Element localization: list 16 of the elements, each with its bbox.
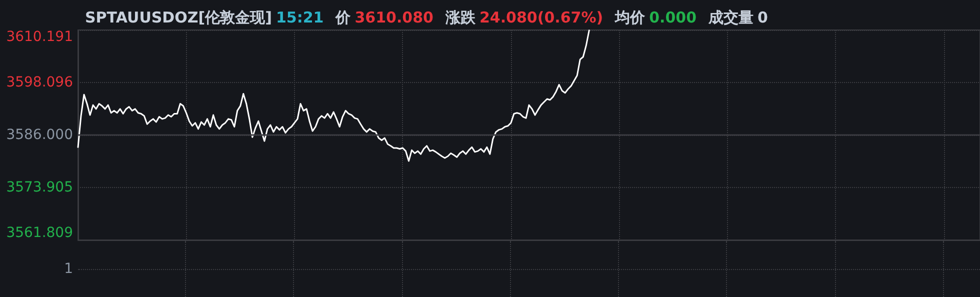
y-tick-label: 3586.000 [6, 127, 73, 143]
text: 3610.080 [354, 8, 434, 26]
text: 15:21 [276, 8, 324, 26]
y-tick-label: 3573.905 [6, 180, 73, 196]
text: 成交量 [708, 8, 754, 26]
y-tick-label: 3561.809 [6, 225, 73, 241]
text: 均价 [614, 8, 646, 26]
y-tick-label: 3598.096 [6, 74, 74, 90]
chart-title: SPTAUUSDOZ[伦敦金现] [85, 8, 272, 26]
text: 24.080(0.67%) [479, 8, 604, 26]
text: 涨跌 [444, 8, 476, 26]
text: 1 [64, 261, 73, 277]
text: 0 [758, 8, 768, 26]
text: 0.000 [649, 8, 697, 26]
y-tick-label: 3610.191 [6, 29, 73, 45]
text: 价 [334, 8, 352, 26]
